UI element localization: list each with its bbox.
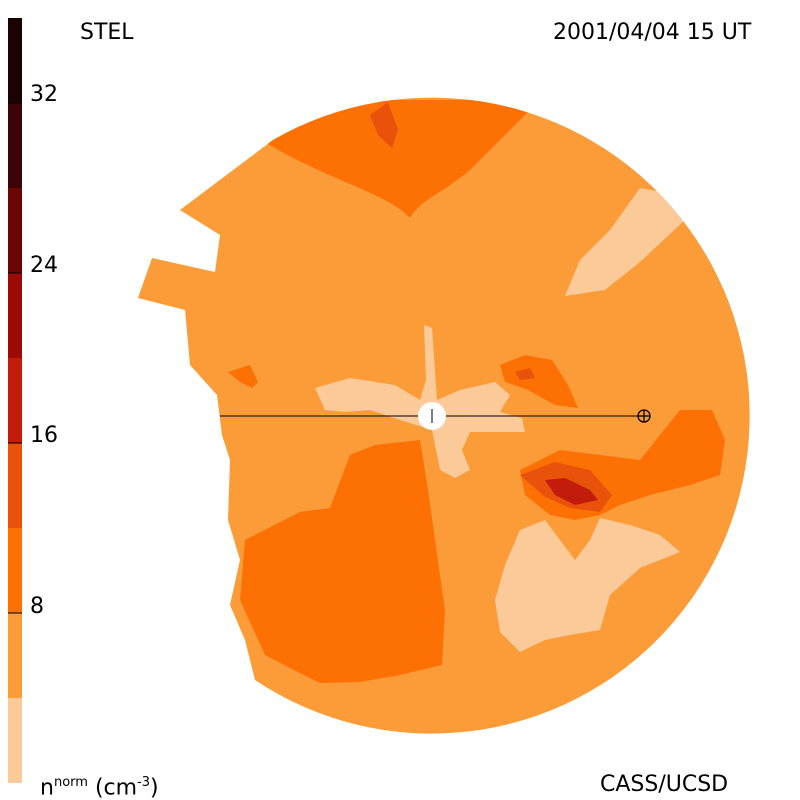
density-region-west-spot [228,365,258,388]
colorbar-band-7 [8,103,22,188]
density-region-northeast-low [565,188,685,296]
density-region-southwest [240,440,445,683]
colorbar-tick-label-32: 32 [30,82,58,107]
colorbar-band-4 [8,358,22,443]
colorbar-tick-label-24: 24 [30,253,58,278]
colorbar-band-0 [8,698,22,783]
colorbar-axis-label-unit-exp: -3 [137,775,151,790]
colorbar-band-8 [8,18,22,103]
density-region-south-low [495,518,680,652]
density-region-east-blob-peak [515,368,535,380]
header-right-label: 2001/04/04 15 UT [553,20,752,45]
colorbar-axis-label-base: n [40,775,54,800]
colorbar-band-2 [8,528,22,613]
header-left-label: STEL [80,20,134,45]
colorbar-band-3 [8,443,22,528]
colorbar-band-1 [8,613,22,698]
colorbar-axis-label: nnorm (cm-3) [40,772,159,799]
density-region-center-low [315,325,525,478]
colorbar-axis-label-unit-close: ) [150,775,159,800]
colorbar-band-6 [8,188,22,273]
colorbar-axis-label-unit-open: (cm [94,775,138,800]
colorbar-tick-label-16: 16 [30,423,58,448]
density-region-north [260,100,540,218]
colorbar-band-5 [8,273,22,358]
colorbar [8,18,22,783]
footer-right-label: CASS/UCSD [600,772,729,797]
density-region-east-blob [500,355,578,408]
earth-marker-icon [637,409,651,423]
density-region-north-peak [370,102,398,148]
colorbar-tick-label-8: 8 [30,594,44,619]
colorbar-axis-label-sup: norm [53,775,88,790]
density-region-southeast-core [545,478,598,505]
